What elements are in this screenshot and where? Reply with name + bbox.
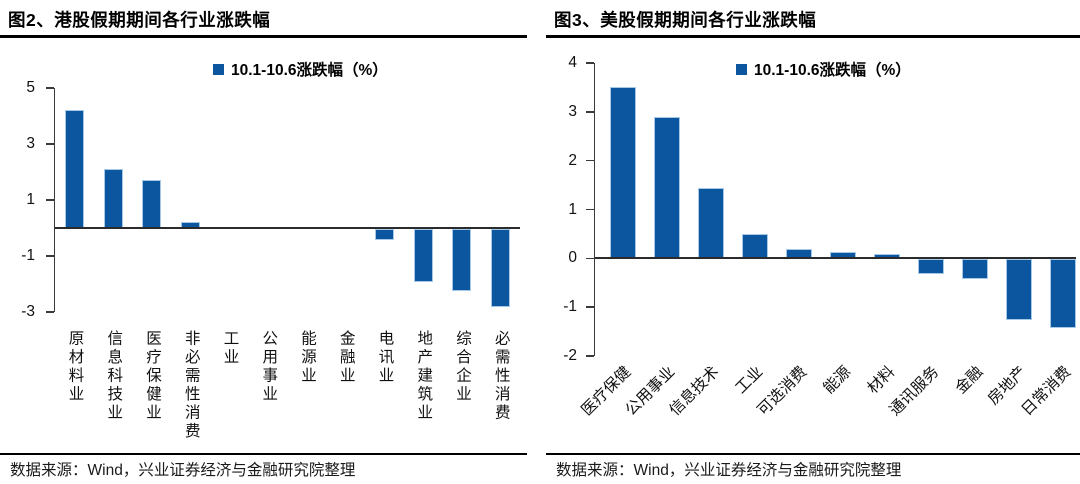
y-tick-label: 2: [568, 151, 577, 169]
y-tick-mark: [45, 255, 54, 257]
y-tick-label: 5: [26, 79, 35, 96]
x-category-label: 工业: [732, 363, 767, 398]
y-tick-label: -3: [21, 303, 35, 320]
legend-label: 10.1-10.6涨跌幅（%）: [754, 62, 911, 79]
bar: [374, 229, 394, 241]
hk-industry-bar-chart: 10.1-10.6涨跌幅（%） 5 3 1 -1 -3 原材料业 信息科技业 医疗保健业 非必需…: [0, 42, 540, 448]
title-rule: [546, 35, 1080, 38]
zero-line: [595, 257, 1076, 260]
data-source-note: 数据来源：Wind，兴业证券经济与金融研究院整理: [10, 462, 356, 479]
bar: [610, 87, 636, 259]
x-category-label: 电讯业: [376, 330, 394, 386]
x-category-label: 公用事业: [260, 330, 278, 404]
y-tick-label: 3: [568, 102, 577, 120]
x-category-label: 必需性消费: [492, 330, 510, 423]
x-category-label: 金融业: [337, 330, 355, 386]
y-tick-mark: [45, 311, 54, 313]
legend-label: 10.1-10.6涨跌幅（%）: [231, 62, 388, 79]
x-category-label: 信息科技业: [105, 330, 123, 423]
x-category-label: 综合企业: [454, 330, 472, 404]
y-axis-line: [593, 63, 595, 356]
bar: [742, 233, 768, 259]
y-tick-mark: [45, 87, 54, 89]
bar: [491, 229, 511, 308]
y-tick-label: -1: [563, 298, 577, 316]
bar: [413, 229, 433, 283]
x-category-label: 能源业: [299, 330, 317, 386]
y-tick-label: 4: [568, 54, 577, 71]
x-category-label: 地产建筑业: [415, 330, 433, 423]
x-category-label: 金融: [952, 363, 987, 398]
x-category-label: 能源: [820, 363, 855, 398]
y-tick-label: 1: [568, 200, 577, 218]
y-tick-mark: [585, 208, 594, 211]
footer-rule: [546, 453, 1080, 455]
y-tick-mark: [585, 62, 594, 64]
figure-2-panel: 图2、港股假期期间各行业涨跌幅 10.1-10.6涨跌幅（%） 5 3 1 -1 -3 原…: [0, 10, 540, 479]
y-tick-label: 0: [568, 249, 577, 267]
legend-swatch-icon: [736, 63, 747, 75]
y-tick-mark: [585, 111, 594, 113]
bar: [142, 180, 162, 228]
figure-3-panel: 图3、美股假期期间各行业涨跌幅 10.1-10.6涨跌幅（%） 4 3 2 1 0 -1 -…: [540, 0, 1080, 484]
figure-3-title: 图3、美股假期期间各行业涨跌幅: [554, 10, 817, 30]
bar: [1050, 259, 1076, 328]
us-industry-bar-chart: 10.1-10.6涨跌幅（%） 4 3 2 1 0 -1 -2 医疗保健 公用事业 信息技术 工业可…: [540, 42, 1080, 448]
figure-2-title: 图2、港股假期期间各行业涨跌幅: [8, 10, 271, 30]
y-tick-mark: [45, 143, 54, 145]
y-tick-label: -2: [563, 347, 577, 364]
x-category-label: 工业: [221, 330, 239, 367]
bar: [698, 187, 724, 259]
y-tick-label: 1: [26, 191, 35, 208]
bar: [654, 116, 680, 259]
y-tick-label: 3: [26, 135, 35, 152]
bar: [962, 259, 988, 279]
title-rule: [0, 35, 527, 38]
legend-swatch-icon: [213, 63, 224, 75]
y-axis-line: [53, 88, 55, 312]
y-tick-label: -1: [21, 247, 35, 264]
data-source-note: 数据来源：Wind，兴业证券经济与金融研究院整理: [556, 462, 902, 479]
footer-rule: [0, 453, 527, 455]
zero-line: [55, 227, 520, 229]
x-category-label: 医疗保健业: [144, 330, 162, 423]
bar: [103, 169, 123, 228]
y-tick-mark: [585, 257, 594, 260]
y-tick-mark: [45, 199, 54, 201]
bar: [452, 229, 472, 291]
x-category-label: 原材料业: [66, 330, 84, 404]
y-tick-mark: [585, 159, 594, 162]
x-category-label: 材料: [864, 363, 899, 398]
bar: [918, 259, 944, 274]
x-category-label: 非必需性消费: [182, 330, 200, 441]
y-tick-mark: [585, 355, 594, 357]
legend: 10.1-10.6涨跌幅（%）: [213, 58, 388, 80]
bar: [64, 110, 84, 228]
legend: 10.1-10.6涨跌幅（%）: [736, 58, 911, 80]
bar: [1006, 259, 1032, 321]
y-tick-mark: [585, 306, 594, 308]
